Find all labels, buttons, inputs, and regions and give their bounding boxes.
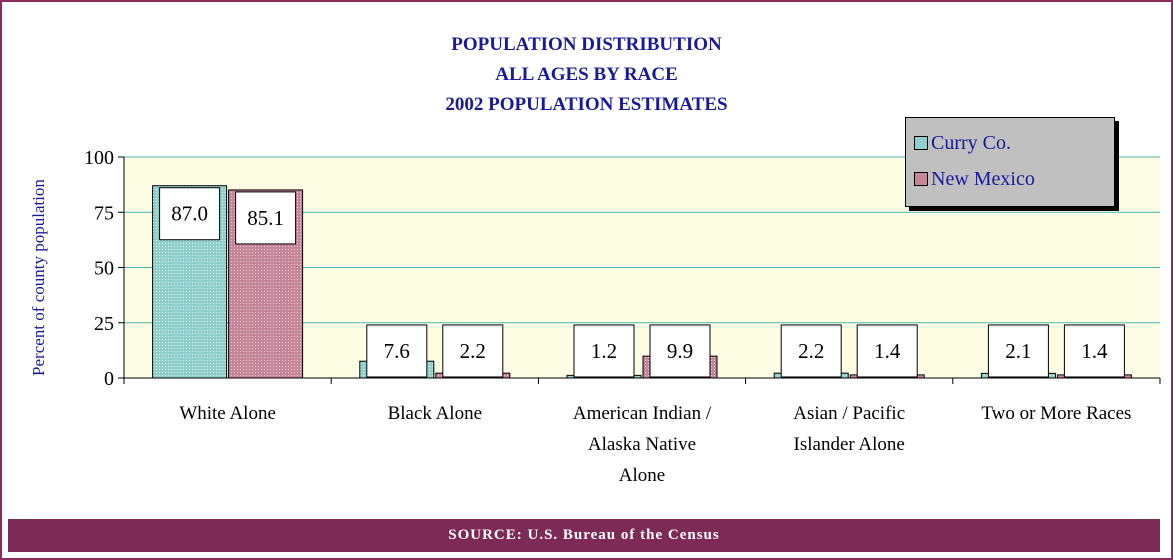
data-label-box — [856, 324, 918, 378]
data-label: 1.2 — [591, 339, 617, 363]
legend-swatch-curry — [914, 136, 928, 150]
y-tick-label: 25 — [94, 313, 114, 335]
data-label-box — [987, 324, 1049, 378]
legend-item-curry: Curry Co. — [914, 128, 1011, 158]
x-category-label: American Indian / — [573, 403, 712, 424]
x-category-label: Asian / Pacific — [793, 403, 905, 424]
data-label: 2.2 — [460, 339, 486, 363]
data-label-box — [159, 187, 221, 241]
x-category-label: Two or More Races — [981, 403, 1131, 424]
legend: Curry Co. New Mexico — [905, 117, 1115, 207]
y-tick-label: 75 — [94, 202, 114, 224]
legend-label-curry: Curry Co. — [931, 131, 1011, 154]
chart-title: POPULATION DISTRIBUTION ALL AGES BY RACE… — [0, 30, 1173, 120]
data-label: 87.0 — [171, 202, 208, 226]
legend-item-nm: New Mexico — [914, 164, 1035, 194]
y-tick-label: 50 — [94, 258, 114, 280]
legend-label-nm: New Mexico — [931, 167, 1035, 190]
y-tick-label: 100 — [84, 147, 114, 169]
y-axis-title: Percent of county population — [29, 179, 48, 376]
legend-swatch-nm — [914, 172, 928, 186]
data-label-box — [573, 324, 635, 378]
data-label: 1.4 — [1081, 339, 1108, 363]
x-category-label: White Alone — [179, 403, 276, 424]
title-line-3: 2002 POPULATION ESTIMATES — [445, 94, 728, 115]
data-label: 1.4 — [874, 339, 901, 363]
data-label-box — [1063, 324, 1125, 378]
x-category-label: Islander Alone — [794, 434, 905, 455]
data-label-box — [235, 191, 297, 245]
data-label: 7.6 — [384, 339, 410, 363]
x-category-label: Black Alone — [388, 403, 482, 424]
x-category-label: Alaska Native — [588, 434, 696, 455]
x-category-label: Alone — [619, 465, 665, 486]
data-label: 9.9 — [667, 339, 693, 363]
data-label: 2.1 — [1005, 339, 1031, 363]
data-label: 85.1 — [247, 206, 284, 230]
data-label-box — [649, 324, 711, 378]
data-label-box — [442, 324, 504, 378]
y-tick-label: 0 — [104, 368, 114, 390]
source-footer: SOURCE: U.S. Bureau of the Census — [8, 519, 1160, 552]
data-label-box — [780, 324, 842, 378]
data-label-box — [366, 324, 428, 378]
title-line-2: ALL AGES BY RACE — [495, 64, 678, 85]
title-line-1: POPULATION DISTRIBUTION — [451, 34, 722, 55]
data-label: 2.2 — [798, 339, 824, 363]
